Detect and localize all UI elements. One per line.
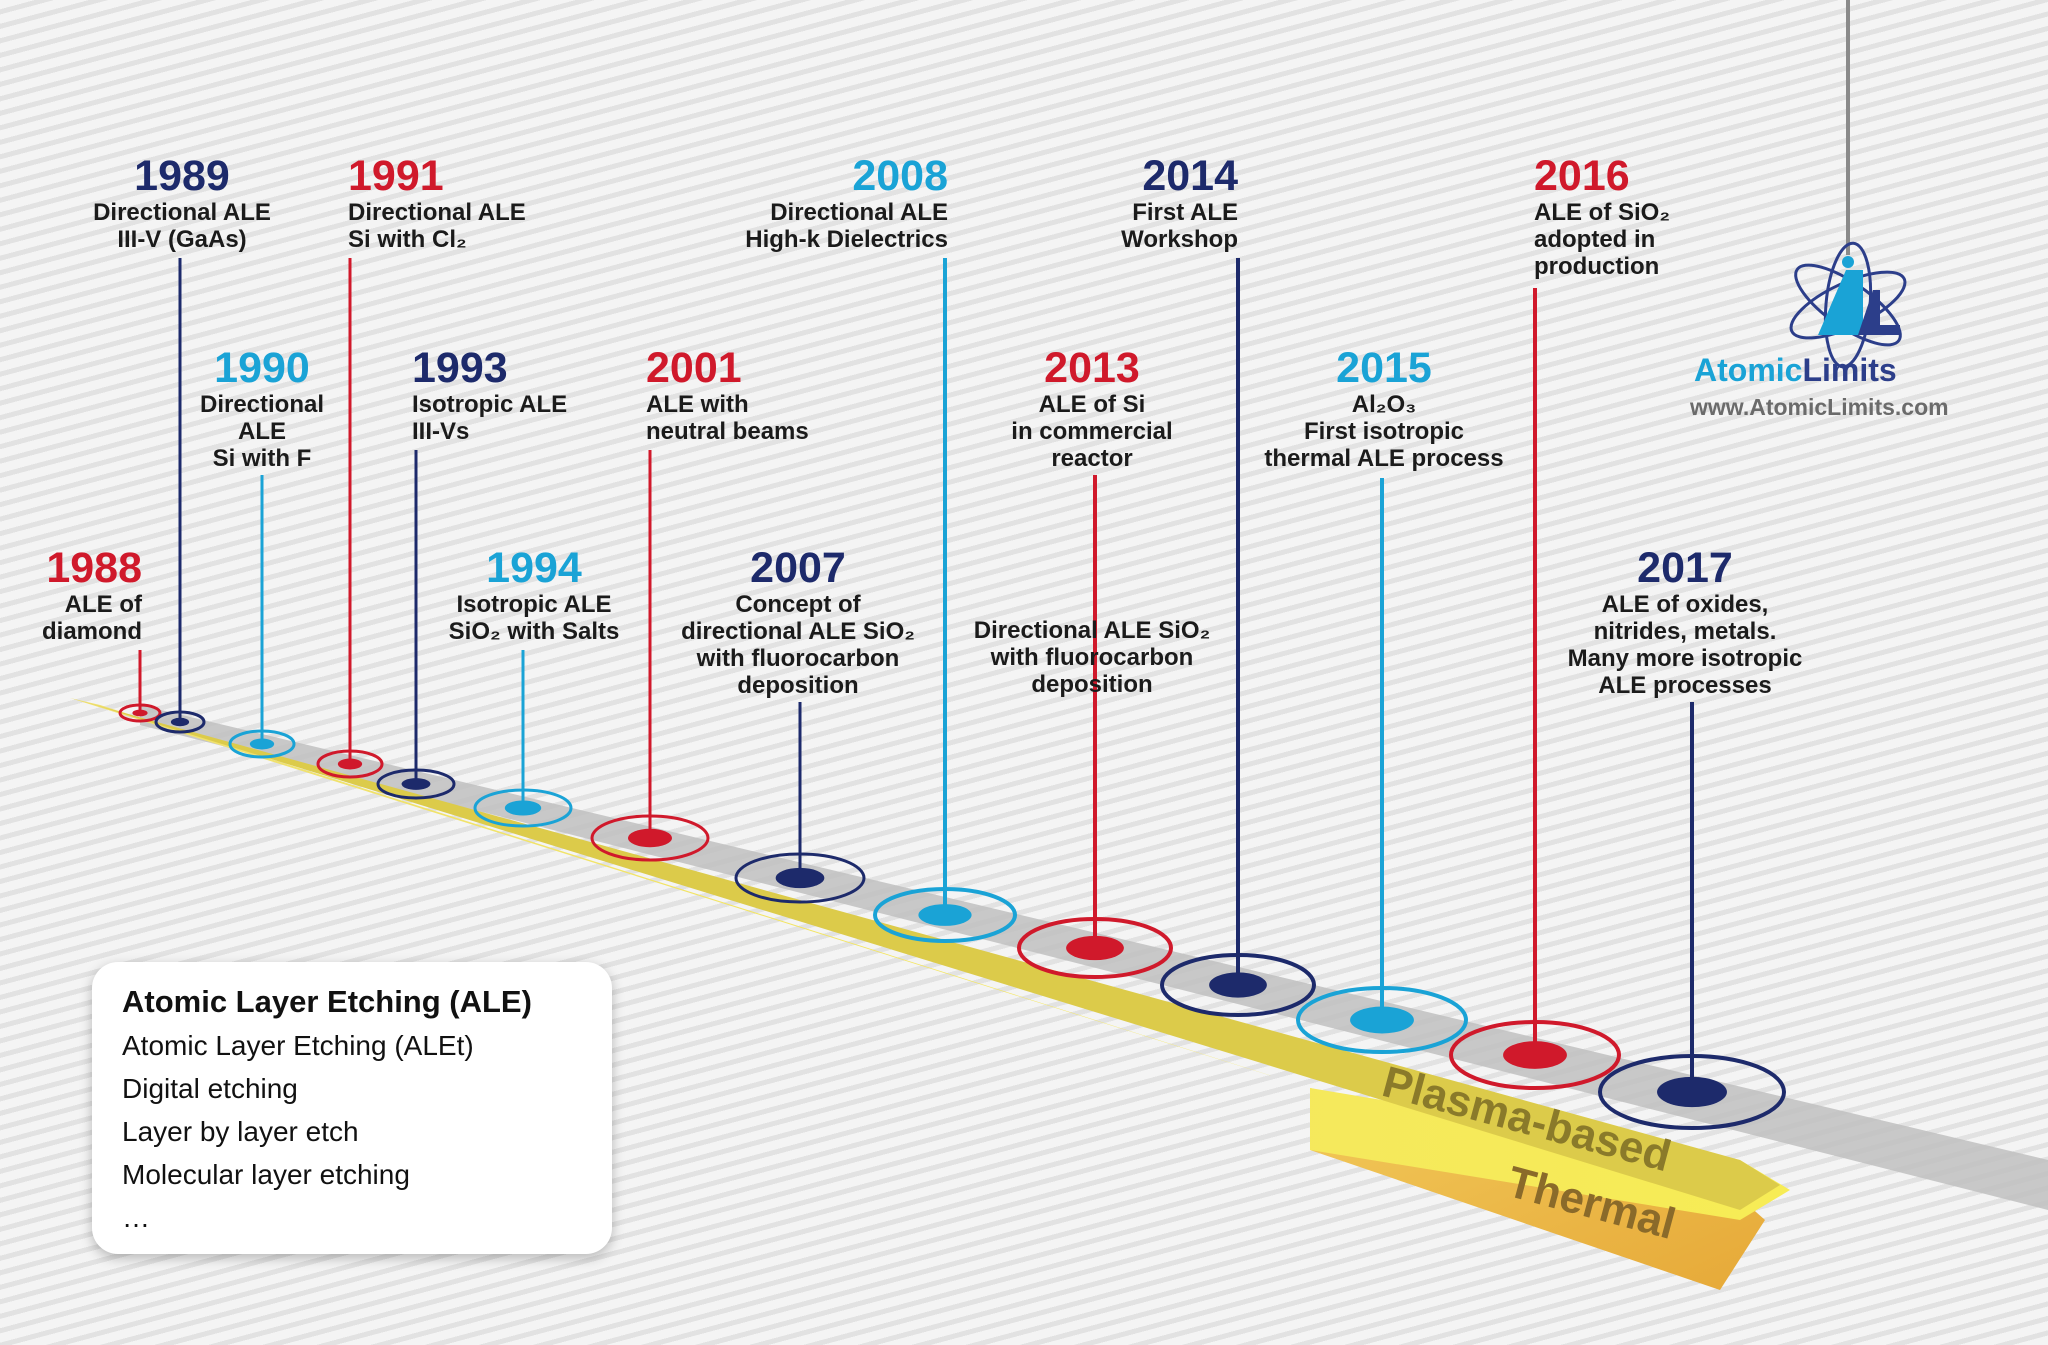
info-title: Atomic Layer Etching (ALE) (122, 984, 532, 1019)
event-2015: 2015 Al₂O₃ First isotropic thermal ALE pr… (1264, 344, 1504, 472)
event-2013-note: Directional ALE SiO₂ with fluorocarbon d… (973, 617, 1211, 698)
dot-1993 (401, 778, 431, 790)
event-1989: 1989 Directional ALE III-V (GaAs) (93, 152, 271, 253)
atomic-limits-logo-icon (1789, 0, 1907, 369)
timeline-track (70, 698, 1780, 1210)
dot-2013 (1066, 935, 1124, 961)
ring-1993 (376, 768, 456, 800)
event-1991: 1991 Directional ALE Si with Cl₂ (348, 152, 526, 253)
dot-2017 (1657, 1076, 1727, 1108)
event-2014: 2014 First ALE Workshop (1121, 152, 1238, 253)
ring-2016 (1449, 1020, 1621, 1090)
dot-2007 (775, 867, 825, 889)
event-1990: 1990 Directional ALE Si with F (199, 344, 325, 472)
ring-2001 (590, 814, 710, 862)
event-2017: 2017 ALE of oxides, nitrides, metals. Man… (1567, 544, 1803, 699)
event-2001: 2001 ALE with neutral beams (646, 344, 809, 445)
ring-1991 (316, 749, 384, 779)
event-1993: 1993 Isotropic ALE III-Vs (412, 344, 568, 445)
event-2007: 2007 Concept of directional ALE SiO₂ with… (681, 544, 915, 699)
event-2008: 2008 Directional ALE High-k Dielectrics (745, 152, 948, 253)
info-item: Digital etching (122, 1073, 298, 1104)
dot-2014 (1209, 972, 1267, 998)
info-item: … (122, 1202, 150, 1233)
dot-1991 (337, 758, 363, 770)
dot-2001 (627, 828, 673, 848)
dot-1989 (170, 717, 190, 727)
info-item: Atomic Layer Etching (ALEt) (122, 1030, 474, 1061)
dot-2008 (918, 904, 972, 926)
event-1988: 1988 ALE of diamond (42, 544, 142, 645)
info-item: Layer by layer etch (122, 1116, 359, 1147)
dot-1990 (249, 738, 275, 750)
ring-2015 (1296, 986, 1468, 1054)
ring-2013 (1017, 917, 1173, 979)
ring-1989 (154, 710, 206, 734)
ring-2008 (873, 887, 1017, 943)
dot-1994 (504, 800, 542, 816)
event-2013: 2013 ALE of Si in commercial reactor (1011, 344, 1173, 472)
ring-1994 (473, 788, 573, 828)
dot-1988 (132, 709, 148, 717)
ale-info-box: Atomic Layer Etching (ALE) Atomic Layer … (92, 962, 612, 1254)
ring-2007 (734, 852, 866, 904)
ring-1988 (118, 703, 162, 723)
dot-2015 (1350, 1006, 1414, 1034)
dot-2016 (1503, 1041, 1567, 1069)
info-item: Molecular layer etching (122, 1159, 410, 1190)
brand-name: AtomicLimits (1694, 352, 1897, 388)
ring-1990 (228, 729, 296, 759)
event-1994: 1994 Isotropic ALE SiO₂ with Salts (448, 544, 620, 645)
brand-url: www.AtomicLimits.com (1690, 394, 1949, 420)
ring-2014 (1160, 953, 1316, 1017)
event-2016: 2016 ALE of SiO₂ adopted in production (1534, 152, 1670, 280)
ring-2017 (1598, 1054, 1786, 1130)
